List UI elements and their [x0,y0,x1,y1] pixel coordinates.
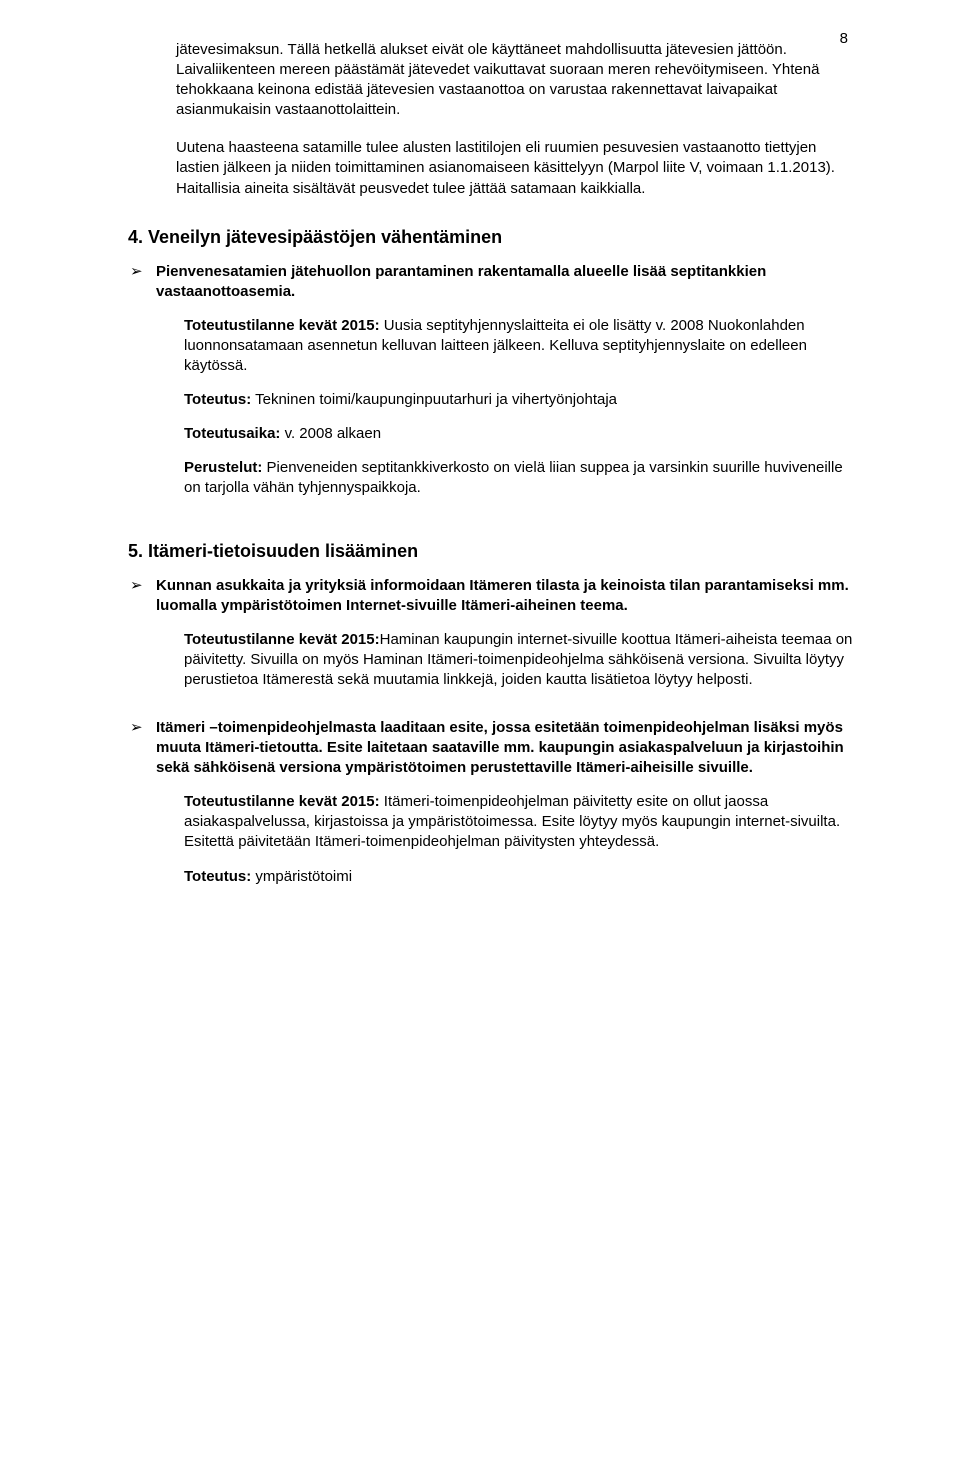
section-5-bullet-1-content: Kunnan asukkaita ja yrityksiä informoida… [156,576,855,704]
section-4-bullet-content: Pienvenesatamien jätehuollon parantamine… [156,262,855,513]
intro-paragraph-2: Uutena haasteena satamille tulee alusten… [176,138,855,198]
section-5-bullet-2-toteutus: Toteutus: ympäristötoimi [184,867,855,887]
label-toteutustilanne: Toteutustilanne kevät 2015: [184,317,380,334]
section-5-bullet-2-tilanne: Toteutustilanne kevät 2015: Itämeri-toim… [184,792,855,852]
section-5-bullet-2-content: Itämeri –toimenpideohjelmasta laaditaan … [156,718,855,901]
section-4-toteutus: Toteutus: Tekninen toimi/kaupunginpuutar… [184,390,855,410]
text-toteutus: Tekninen toimi/kaupunginpuutarhuri ja vi… [251,391,617,408]
section-5-bullet-2: ➢ Itämeri –toimenpideohjelmasta laaditaa… [128,718,855,901]
section-5-heading: 5. Itämeri-tietoisuuden lisääminen [128,541,855,562]
text-perustelut: Pienveneiden septitankkiverkosto on viel… [184,459,843,496]
bullet-marker-icon: ➢ [128,262,156,282]
section-4-perustelut: Perustelut: Pienveneiden septitankkiverk… [184,458,855,498]
section-4-tilanne: Toteutustilanne kevät 2015: Uusia septit… [184,316,855,376]
label-toteutustilanne-5-1: Toteutustilanne kevät 2015: [184,631,380,648]
document-page: 8 jätevesimaksun. Tällä hetkellä alukset… [0,0,960,1472]
bullet-marker-icon: ➢ [128,576,156,596]
section-4-toteutusaika: Toteutusaika: v. 2008 alkaen [184,424,855,444]
label-toteutustilanne-5-2: Toteutustilanne kevät 2015: [184,793,380,810]
label-perustelut: Perustelut: [184,459,262,476]
label-toteutusaika: Toteutusaika: [184,425,280,442]
section-5-bullet-1-title: Kunnan asukkaita ja yrityksiä informoida… [156,576,855,616]
text-toteutusaika: v. 2008 alkaen [280,425,381,442]
page-number: 8 [840,30,848,47]
section-4-bullet-title: Pienvenesatamien jätehuollon parantamine… [156,262,855,302]
bullet-marker-icon: ➢ [128,718,156,738]
label-toteutus: Toteutus: [184,391,251,408]
section-4-heading: 4. Veneilyn jätevesipäästöjen vähentämin… [128,227,855,248]
intro-paragraph-1: jätevesimaksun. Tällä hetkellä alukset e… [176,40,855,120]
section-5-bullet-1-tilanne: Toteutustilanne kevät 2015:Haminan kaupu… [184,630,855,690]
label-toteutus-5-2: Toteutus: [184,868,251,885]
section-5-bullet-1: ➢ Kunnan asukkaita ja yrityksiä informoi… [128,576,855,704]
text-toteutus-5-2: ympäristötoimi [251,868,352,885]
section-5-bullet-2-title: Itämeri –toimenpideohjelmasta laaditaan … [156,718,855,778]
section-4-bullet: ➢ Pienvenesatamien jätehuollon parantami… [128,262,855,513]
